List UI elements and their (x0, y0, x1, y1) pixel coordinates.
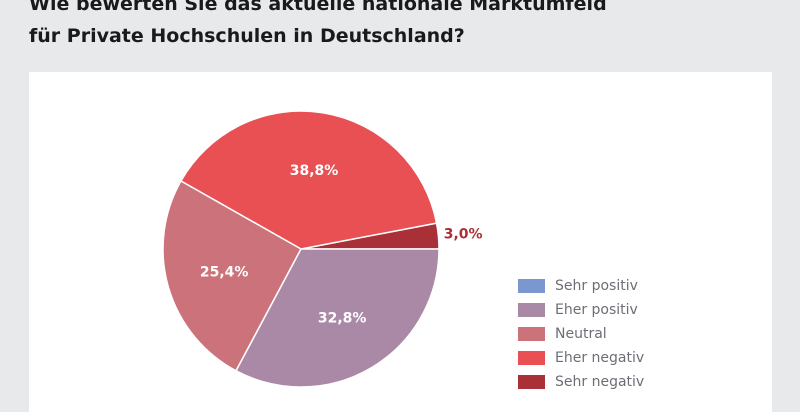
data-label-neutral: 25,4% (200, 264, 249, 280)
legend-swatch (518, 303, 545, 317)
legend-item: Neutral (518, 322, 644, 346)
pie-chart: 3,0% 38,8% 25,4% 32,8% (162, 110, 483, 388)
legend-label: Eher positiv (555, 302, 638, 318)
chart-title: Wie bewerten Sie das aktuelle nationale … (29, 0, 729, 52)
legend-swatch (518, 351, 545, 365)
legend-item: Eher negativ (518, 346, 644, 370)
legend-label: Eher negativ (555, 350, 645, 366)
legend: Sehr positiv Eher positiv Neutral Eher nega… (518, 274, 644, 394)
legend-item: Sehr negativ (518, 370, 644, 394)
legend-label: Neutral (555, 326, 607, 342)
legend-swatch (518, 375, 545, 389)
legend-item: Eher positiv (518, 298, 644, 322)
legend-label: Sehr positiv (555, 278, 638, 294)
data-label-eher-negativ: 38,8% (290, 163, 339, 179)
data-label-eher-positiv: 32,8% (318, 311, 367, 327)
legend-swatch (518, 327, 545, 341)
title-line-2: für Private Hochschulen in Deutschland? (29, 25, 465, 47)
legend-item: Sehr positiv (518, 274, 644, 298)
pie-slice-eher-negativ (179, 110, 438, 250)
pie-slice-neutral (162, 179, 303, 372)
legend-swatch (518, 279, 545, 293)
legend-label: Sehr negativ (555, 374, 645, 390)
pie-slice-eher-positiv (235, 248, 440, 388)
title-line-1: Wie bewerten Sie das aktuelle nationale … (29, 0, 607, 15)
data-label-sehr-negativ: 3,0% (444, 227, 483, 243)
